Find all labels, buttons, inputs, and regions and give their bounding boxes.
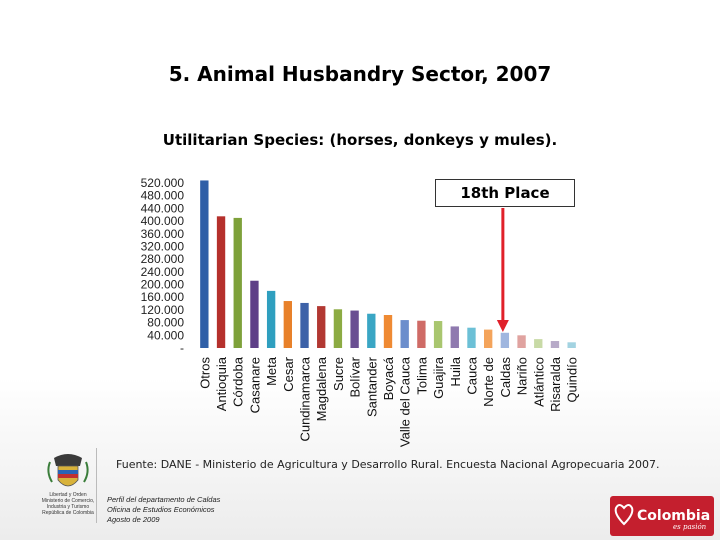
- ministry-caption: Libertad y Orden Ministerio de Comercio,…: [41, 492, 95, 516]
- x-tick-label: Casanare: [247, 357, 262, 413]
- chart-title: Utilitarian Species: (horses, donkeys y …: [162, 131, 558, 149]
- y-tick-label: 160.000: [141, 290, 185, 304]
- x-tick-label: Valle del Cauca: [398, 356, 413, 447]
- callout-arrow: [496, 208, 509, 332]
- bar: [283, 301, 292, 348]
- y-tick-label: 40.000: [147, 328, 184, 342]
- y-tick-label: 440.000: [141, 201, 185, 215]
- x-tick-label: Atlántico: [531, 357, 546, 407]
- y-tick-label: 80.000: [147, 316, 184, 330]
- ranking-callout: 18th Place: [435, 179, 575, 207]
- y-tick-label: 520.000: [141, 176, 185, 190]
- bar: [417, 320, 426, 348]
- bar: [350, 310, 359, 348]
- y-tick-label: -: [180, 341, 184, 355]
- bar: [433, 321, 443, 348]
- bar: [317, 306, 326, 348]
- x-tick-label: Huila: [448, 356, 463, 386]
- bars: [200, 180, 576, 348]
- x-tick-label: Antioquia: [214, 356, 229, 411]
- y-tick-label: 120.000: [141, 303, 185, 317]
- bar: [517, 335, 526, 348]
- x-tick-label: Cauca: [464, 356, 479, 394]
- x-tick-label: Meta: [264, 356, 279, 386]
- x-tick-label: Quindío: [565, 357, 580, 403]
- colombia-brand-logo: [610, 496, 714, 536]
- x-tick-label: Cesar: [281, 356, 296, 391]
- slide-title: 5. Animal Husbandry Sector, 2007: [168, 62, 552, 86]
- bar: [200, 180, 209, 348]
- bar: [400, 320, 409, 348]
- x-tick-label: Norte de: [481, 357, 496, 407]
- footer-line: Perfil del departamento de Caldas: [107, 495, 221, 504]
- y-axis: -40.00080.000120.000160.000200.000240.00…: [141, 176, 185, 355]
- coat-of-arms-icon: [47, 454, 89, 487]
- bar: [534, 339, 543, 348]
- brand-tagline: es pasión: [673, 523, 707, 531]
- x-tick-label: Magdalena: [314, 356, 329, 421]
- y-tick-label: 360.000: [141, 227, 185, 241]
- y-tick-label: 400.000: [141, 214, 185, 228]
- bar: [266, 290, 276, 348]
- bar: [333, 309, 343, 348]
- brand-name: Colombia: [637, 508, 711, 524]
- bar: [484, 329, 493, 348]
- x-tick-label: Nariño: [515, 357, 530, 395]
- y-tick-label: 240.000: [141, 265, 185, 279]
- x-tick-label: Boyacá: [381, 356, 396, 400]
- bar: [216, 216, 226, 348]
- y-tick-label: 320.000: [141, 239, 185, 253]
- x-tick-label: Sucre: [331, 357, 346, 391]
- bar: [567, 342, 576, 348]
- y-tick-label: 480.000: [141, 189, 185, 203]
- bar: [367, 313, 376, 348]
- x-tick-label: Tolima: [414, 356, 429, 394]
- footer-text: Perfil del departamento de Caldas Oficin…: [107, 495, 220, 525]
- bar: [550, 341, 560, 348]
- x-tick-label: Cundinamarca: [298, 356, 313, 441]
- x-tick-label: Santander: [364, 356, 379, 417]
- bar: [300, 302, 309, 348]
- bar: [467, 327, 476, 348]
- arrow-head: [496, 320, 509, 332]
- x-axis-labels: Otros Antioquia Córdoba Casanare Meta Cesar Cu…: [197, 356, 579, 447]
- y-tick-label: 200.000: [141, 278, 185, 292]
- footer-divider: [96, 448, 97, 523]
- y-tick-label: 280.000: [141, 252, 185, 266]
- footer-line: Oficina de Estudios Económicos: [107, 505, 215, 514]
- x-tick-label: Otros: [197, 357, 212, 389]
- x-tick-label: Córdoba: [231, 356, 246, 407]
- bar: [383, 315, 393, 348]
- footer-line: Agosto de 2009: [107, 515, 160, 524]
- x-tick-label: Guajira: [431, 356, 446, 399]
- x-tick-label: Risaralda: [548, 356, 563, 412]
- source-note: Fuente: DANE - Ministerio de Agricultura…: [116, 458, 660, 471]
- bar: [450, 326, 459, 348]
- bar: [233, 217, 242, 348]
- bar: [500, 332, 510, 348]
- bar: [250, 280, 259, 348]
- x-tick-label: Caldas: [498, 357, 513, 398]
- x-tick-label: Bolívar: [348, 356, 363, 397]
